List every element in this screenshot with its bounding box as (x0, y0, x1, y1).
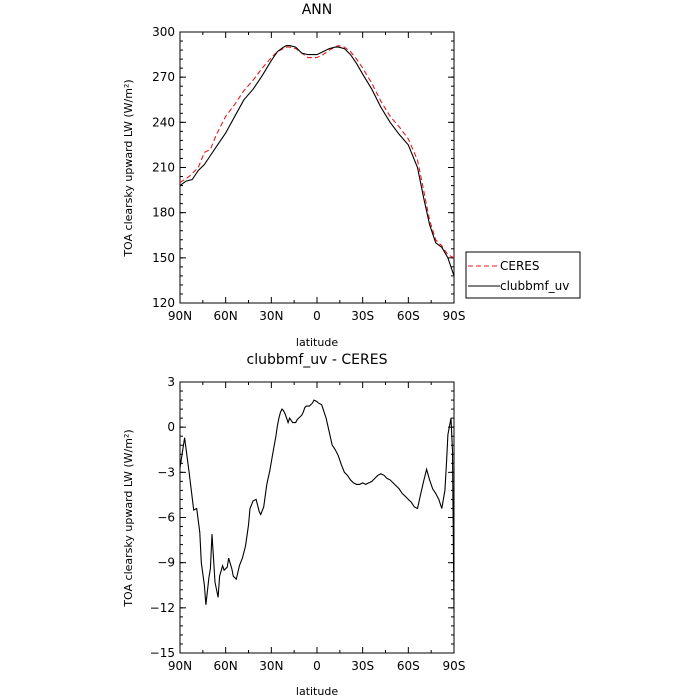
legend-box (465, 251, 581, 299)
series-line-ceres (179, 45, 455, 259)
y-tick-label: 270 (152, 70, 175, 84)
bottom-axis-ticks: 90N 60N 30N 0 30S 60S 90S −15 −12 −9 −6 −3 0 3 (150, 375, 466, 673)
legend: CERES clubbmf_uv (465, 251, 581, 299)
top-panel: ANN 90N 60N 30N 0 30S 60S 90S 120 150 180 210 240 27… (122, 2, 465, 349)
y-tick-label: −12 (150, 601, 175, 615)
series-line-clubbmf-uv (179, 45, 455, 277)
top-series-lines (179, 45, 455, 277)
series-line-difference (179, 399, 455, 613)
x-tick-label: 90N (168, 659, 192, 673)
x-tick-label: 90S (443, 309, 466, 323)
bottom-y-axis-label: TOA clearsky upward LW (W/m²) (122, 429, 135, 607)
bottom-panel: clubbmf_uv - CERES 90N 60N 30N 0 30S 60S 90S −1… (122, 352, 465, 698)
y-tick-label: 180 (152, 206, 175, 220)
x-tick-label: 90S (443, 659, 466, 673)
y-tick-label: −3 (157, 465, 175, 479)
y-tick-label: 240 (152, 115, 175, 129)
top-axis-ticks: 90N 60N 30N 0 30S 60S 90S 120 150 180 210 240 270 300 (152, 25, 465, 323)
x-tick-label: 30N (259, 659, 283, 673)
bottom-x-axis-label: latitude (296, 685, 338, 698)
legend-label-clubbmf-uv: clubbmf_uv (500, 279, 569, 293)
bottom-plot-frame (179, 381, 455, 654)
y-tick-label: 120 (152, 296, 175, 310)
top-plot-frame (179, 31, 455, 304)
y-tick-label: −9 (157, 556, 175, 570)
x-tick-label: 30S (351, 659, 374, 673)
y-tick-label: −6 (157, 511, 175, 525)
x-tick-label: 0 (313, 659, 321, 673)
x-tick-label: 60S (397, 659, 420, 673)
x-tick-label: 90N (168, 309, 192, 323)
top-x-axis-label: latitude (296, 336, 338, 349)
bottom-chart-title: clubbmf_uv - CERES (247, 352, 388, 368)
top-y-axis-label: TOA clearsky upward LW (W/m²) (122, 79, 135, 257)
y-tick-label: 210 (152, 161, 175, 175)
x-tick-label: 30N (259, 309, 283, 323)
y-tick-label: 0 (167, 420, 175, 434)
x-tick-label: 60N (214, 309, 238, 323)
legend-label-ceres: CERES (500, 259, 540, 273)
y-tick-label: −15 (150, 646, 175, 660)
y-tick-label: 3 (167, 375, 175, 389)
x-tick-label: 30S (351, 309, 374, 323)
x-tick-label: 60N (214, 659, 238, 673)
top-chart-title: ANN (302, 2, 333, 18)
y-tick-label: 150 (152, 251, 175, 265)
bottom-series-lines (179, 399, 455, 613)
x-tick-label: 0 (313, 309, 321, 323)
x-tick-label: 60S (397, 309, 420, 323)
y-tick-label: 300 (152, 25, 175, 39)
